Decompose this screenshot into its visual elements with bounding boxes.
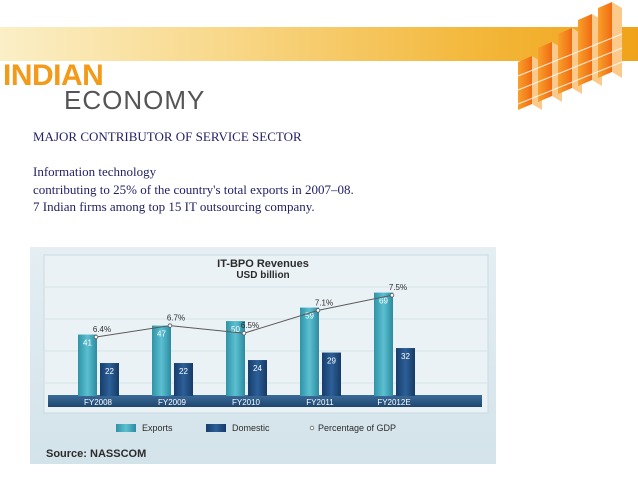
legend-domestic-label: Domestic — [232, 423, 270, 433]
legend-gdp-marker — [309, 425, 315, 431]
bar-chart-logo-icon — [517, 2, 623, 110]
bar-domestic-label: 22 — [179, 367, 188, 376]
legend: Exports Domestic Percentage of GDP — [116, 423, 396, 433]
category-axis-band — [48, 395, 482, 407]
gdp-point — [167, 323, 173, 328]
bar-exports — [152, 325, 171, 396]
body-line: Information technology — [33, 164, 157, 179]
bar-domestic-label: 22 — [105, 367, 114, 376]
bar-domestic — [174, 363, 193, 396]
gdp-point — [241, 330, 247, 336]
category-label: FY2010 — [232, 398, 261, 407]
legend-gdp-label: Percentage of GDP — [318, 423, 396, 433]
bar-domestic-label: 29 — [327, 357, 336, 366]
bar-exports-label: 69 — [379, 297, 388, 306]
bar-exports-label: 59 — [305, 312, 314, 321]
chart-title: IT-BPO Revenues — [217, 258, 309, 270]
gdp-point-label: 7.1% — [315, 298, 333, 307]
gdp-point-label: 6.4% — [93, 325, 111, 334]
category-label: FY2011 — [306, 398, 334, 407]
gdp-point-label: 7.5% — [389, 283, 407, 292]
section-heading: MAJOR CONTRIBUTOR OF SERVICE SECTOR — [33, 129, 302, 144]
body-text: Information technology contributing to 2… — [33, 163, 443, 216]
brand-title-bottom: ECONOMY — [64, 85, 206, 115]
bar-domestic-label: 32 — [401, 352, 410, 361]
category-label: FY2008 — [84, 398, 113, 407]
header-band — [0, 27, 638, 61]
category-labels: FY2008 FY2009 FY2010 FY2011 FY2012E — [84, 398, 411, 407]
bar-exports-label: 47 — [157, 330, 166, 339]
gdp-point-label: 6.7% — [167, 314, 185, 323]
bar-exports — [300, 307, 319, 396]
gdp-point — [315, 308, 321, 313]
bar-exports-label: 50 — [231, 325, 240, 334]
legend-exports-label: Exports — [142, 423, 173, 433]
legend-exports-swatch — [116, 424, 136, 432]
legend-domestic-swatch — [206, 424, 226, 432]
gdp-point-label: 6.5% — [241, 321, 259, 330]
bar-exports — [226, 321, 245, 396]
chart-subtitle: USD billion — [236, 270, 289, 281]
it-bpo-revenue-chart: IT-BPO Revenues USD billion 41 22 47 22 50 24… — [30, 247, 496, 464]
bar-domestic — [248, 360, 267, 396]
bar-domestic-label: 24 — [253, 364, 262, 373]
bar-domestic — [396, 348, 415, 396]
chart-panel: IT-BPO Revenues USD billion 41 22 47 22 50 24… — [30, 247, 496, 464]
bar-domestic — [322, 352, 341, 396]
chart-source: Source: NASSCOM — [46, 448, 146, 460]
gdp-point — [389, 293, 395, 298]
bar-exports — [374, 292, 393, 396]
gdp-line-group: 6.4% 6.7% 6.5% 7.1% 7.5% — [93, 283, 407, 340]
brand-title-top: INDIAN — [3, 59, 104, 92]
bars-group: 41 22 47 22 50 24 59 29 69 32 — [78, 292, 415, 396]
category-label: FY2012E — [377, 398, 410, 407]
gdp-point — [93, 334, 99, 340]
bar-domestic — [100, 363, 119, 396]
body-line: contributing to 25% of the country's tot… — [33, 181, 354, 197]
body-line: 7 Indian firms among top 15 IT outsourci… — [33, 199, 315, 214]
category-label: FY2009 — [158, 398, 187, 407]
bar-exports — [78, 334, 97, 396]
bar-exports-label: 41 — [83, 339, 92, 348]
